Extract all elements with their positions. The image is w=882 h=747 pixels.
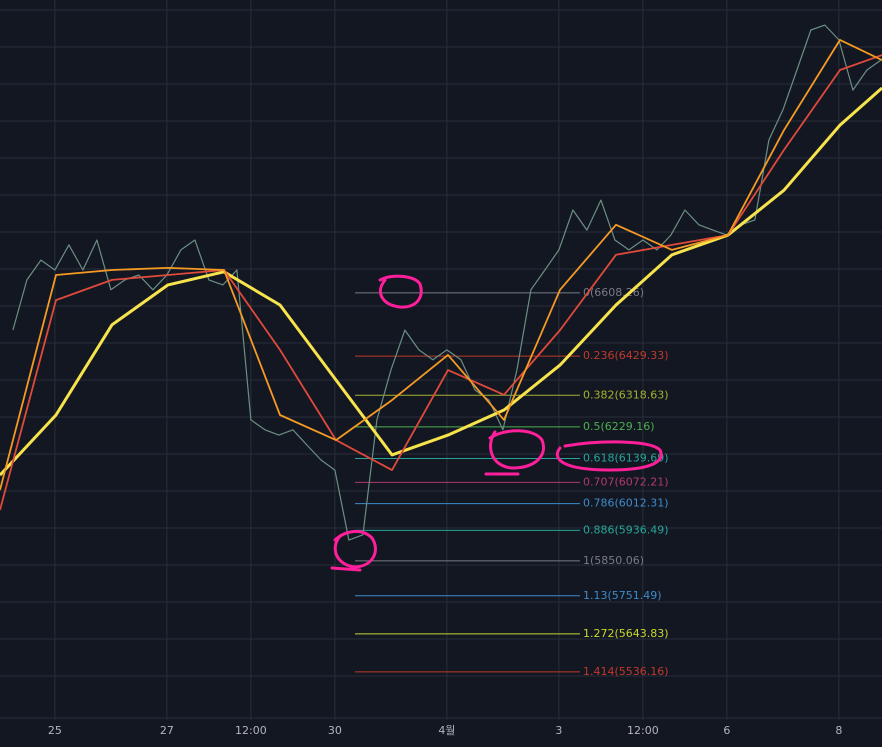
fib-level-label: 0.382(6318.63) <box>583 388 669 401</box>
highlight-circle <box>484 429 545 476</box>
x-tick-label: 4월 <box>438 724 455 737</box>
x-tick-label: 27 <box>160 724 174 737</box>
series-line <box>0 86 882 477</box>
fib-level-label: 0.786(6012.31) <box>583 497 669 510</box>
fib-level-label: 1.13(5751.49) <box>583 589 662 602</box>
x-tick-label: 12:00 <box>235 724 267 737</box>
fib-level-label: 0.618(6139.69) <box>583 452 669 465</box>
fib-level-label: 1.414(5536.16) <box>583 665 669 678</box>
highlight-circle <box>378 274 423 309</box>
plot: 0(6608.26) 0.236(6429.33) 0.382(6318.63) 0.… <box>0 0 882 720</box>
fib-level-label: 0.886(5936.49) <box>583 523 669 536</box>
fib-level-label: 0.707(6072.21) <box>583 475 669 488</box>
fib-level-label: 0.5(6229.16) <box>583 420 655 433</box>
x-tick-label: 3 <box>555 724 562 737</box>
fib-level-label: 1.272(5643.83) <box>583 627 669 640</box>
fib-level-label: 0(6608.26) <box>583 286 644 299</box>
x-tick-label: 8 <box>835 724 842 737</box>
series-line <box>0 54 882 511</box>
x-tick-label: 30 <box>328 724 342 737</box>
x-tick-label: 12:00 <box>627 724 659 737</box>
highlight-circle <box>555 440 663 472</box>
annotations <box>330 274 663 572</box>
highlight-circle <box>330 530 377 572</box>
fib-level-label: 0.236(6429.33) <box>583 349 669 362</box>
x-tick-label: 6 <box>723 724 730 737</box>
background-grid <box>0 9 882 677</box>
x-tick-label: 25 <box>48 724 62 737</box>
series-line <box>0 39 882 491</box>
fib-level-label: 1(5850.06) <box>583 554 644 567</box>
